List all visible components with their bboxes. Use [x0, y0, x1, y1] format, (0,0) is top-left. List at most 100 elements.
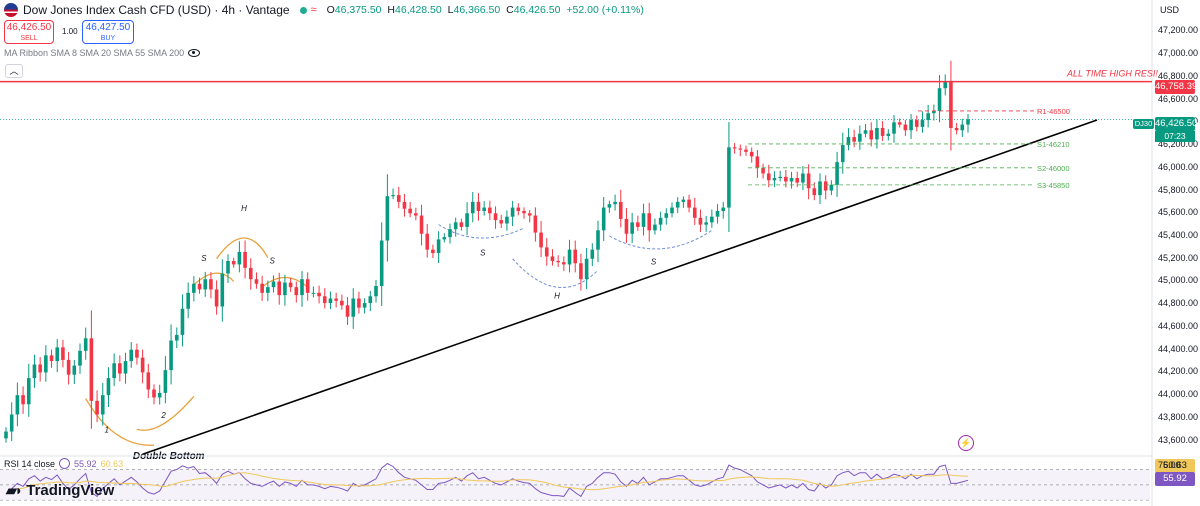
rsi-settings-icon[interactable] [59, 458, 71, 469]
candle-body [317, 292, 321, 297]
currency-button[interactable]: USD [1160, 5, 1180, 15]
candle-body [920, 120, 925, 127]
lightning-icon[interactable]: ⚡ [958, 435, 974, 451]
candle [169, 324, 173, 385]
candle-body [243, 251, 247, 268]
candle [55, 339, 60, 373]
candle [385, 174, 390, 262]
candle-body [78, 350, 82, 366]
candle-body [601, 207, 606, 231]
candle [317, 285, 321, 304]
candle [414, 207, 418, 221]
candle [562, 256, 566, 272]
us-flag-icon [4, 3, 18, 17]
candle [192, 276, 196, 302]
candle [396, 186, 401, 209]
pattern-label: H [554, 292, 560, 301]
price-tick-label: 45,800.00 [1158, 184, 1199, 195]
candle [180, 294, 185, 347]
buy-button[interactable]: 46,427.50 BUY [82, 20, 134, 44]
candle-body [653, 224, 657, 231]
candle-body [573, 249, 578, 264]
rsi-legend[interactable]: RSI 14 close 55.92 60.63 [4, 458, 123, 469]
candle-body [954, 128, 959, 131]
candle-body [829, 184, 834, 191]
candle [630, 212, 634, 244]
indicator-legend[interactable]: MA Ribbon SMA 8 SMA 20 SMA 55 SMA 200 [4, 48, 201, 58]
candle-body [755, 156, 760, 168]
candle [322, 288, 327, 309]
candle-body [254, 279, 259, 284]
candle [732, 143, 737, 154]
candle-body [801, 173, 805, 183]
candle-body [869, 130, 874, 140]
candle [78, 343, 82, 374]
price-tick-label: 44,600.00 [1158, 320, 1199, 331]
rsi-tick-label: 75.00 [1158, 459, 1181, 470]
eye-icon[interactable] [188, 49, 201, 57]
candle [38, 357, 42, 382]
candle [715, 204, 720, 224]
candle [345, 297, 350, 326]
candle-body [55, 347, 60, 362]
candle-body [157, 392, 162, 398]
candle [943, 74, 948, 96]
ath-price-tag: 46,758.39 [1155, 80, 1198, 94]
candle [266, 280, 270, 302]
candle-body [926, 113, 930, 121]
candle [214, 280, 219, 315]
candle [840, 132, 845, 174]
candle [766, 164, 771, 188]
candle [858, 125, 862, 150]
candle [613, 194, 617, 211]
candle [618, 189, 623, 228]
candle-body [419, 215, 424, 234]
candle [721, 201, 726, 219]
candle [789, 171, 794, 189]
candle-body [522, 210, 526, 214]
candle-body [135, 349, 139, 358]
candle [351, 288, 356, 329]
tradingview-logo[interactable]: ▰◗ TradingView [6, 482, 115, 499]
sell-button[interactable]: 46,426.50 SELL [4, 20, 54, 44]
candle [431, 244, 435, 258]
rsi-ma-line [5, 472, 969, 495]
candle [288, 277, 293, 292]
candle-body [596, 230, 600, 250]
candle [658, 211, 663, 231]
candle-body [305, 279, 310, 293]
candle-body [527, 213, 532, 216]
candle [123, 352, 128, 384]
candle-body [442, 237, 447, 240]
candle-body [226, 261, 230, 274]
indicator-label: MA Ribbon SMA 8 SMA 20 SMA 55 SMA 200 [4, 48, 185, 58]
candle [100, 383, 105, 426]
candle-body [379, 240, 384, 287]
candle [516, 203, 521, 216]
candle-body [579, 263, 583, 280]
candle-body [880, 128, 885, 136]
candle [49, 349, 54, 368]
candle-body [761, 167, 765, 174]
candle [459, 218, 464, 231]
candle-body [584, 258, 589, 280]
candle [926, 104, 930, 128]
candle [584, 247, 589, 290]
candle [135, 343, 139, 365]
candle-body [334, 298, 338, 301]
candle [32, 354, 37, 388]
symbol-title[interactable]: Dow Jones Index Cash CFD (USD) · 4h · Va… [23, 3, 290, 17]
candle [601, 197, 606, 241]
candle-body [823, 181, 828, 191]
candle-body [260, 283, 264, 293]
price-tick-label: 45,600.00 [1158, 207, 1199, 218]
candle [875, 119, 879, 149]
collapse-legend-button[interactable]: ︿ [5, 64, 23, 78]
candle [897, 118, 902, 128]
candle [470, 192, 475, 223]
candle [340, 294, 344, 310]
candle-body [396, 195, 401, 202]
candle-body [607, 204, 612, 208]
candle [271, 275, 276, 293]
